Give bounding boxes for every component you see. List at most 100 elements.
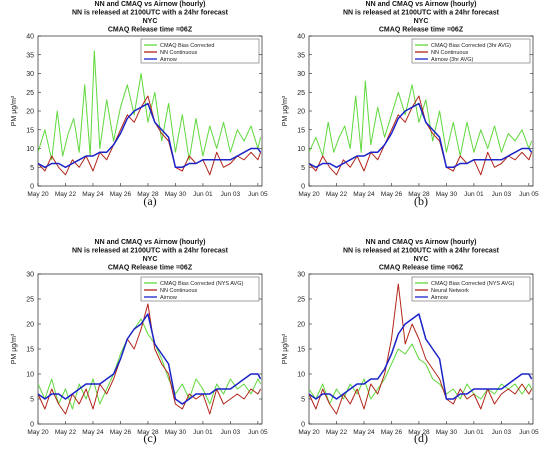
y-tick-label: 0	[30, 184, 34, 191]
x-tick-label: May 22	[55, 191, 77, 198]
legend-box	[411, 38, 531, 64]
series-line-nn	[309, 95, 533, 176]
y-axis-label: PM μg/m³	[282, 95, 289, 126]
y-axis-label: PM μg/m³	[11, 95, 18, 126]
y-tick-label: 20	[297, 109, 305, 116]
x-tick-label: May 28	[137, 429, 159, 436]
legend-box	[140, 38, 260, 64]
x-tick-label: May 24	[82, 191, 104, 198]
x-tick-label: May 28	[408, 429, 430, 436]
x-tick-label: May 20	[27, 429, 49, 436]
y-tick-label: 25	[26, 297, 34, 304]
x-tick-label: Jun 03	[492, 191, 512, 198]
legend-label: Airnow	[160, 57, 177, 63]
y-tick-label: 0	[30, 422, 34, 429]
series-line-airnow	[38, 313, 262, 405]
series-line-nn	[38, 95, 262, 176]
legend-label: CMAQ Bias Corrected (3hr AVG)	[431, 43, 511, 49]
series-line-cmaq	[38, 318, 262, 410]
x-tick-label: Jun 01	[464, 191, 484, 198]
chart-title-line: NN is released at 2100UTC with a 24hr fo…	[343, 248, 500, 255]
y-tick-label: 15	[26, 347, 34, 354]
legend-box	[411, 276, 531, 302]
legend-label: Airnow	[431, 295, 448, 301]
y-tick-label: 20	[26, 109, 34, 116]
x-tick-label: May 30	[165, 191, 187, 198]
x-tick-label: Jun 05	[248, 429, 268, 436]
x-tick-label: May 20	[27, 191, 49, 198]
y-tick-label: 5	[30, 397, 34, 404]
y-tick-label: 5	[301, 165, 305, 172]
chart-title-line: NN and CMAQ vs Airnow (hourly)	[95, 1, 206, 8]
x-tick-label: Jun 03	[221, 429, 241, 436]
legend-box	[140, 276, 260, 302]
panel-caption: (d)	[414, 431, 428, 445]
series-line-nn	[309, 283, 533, 415]
legend-label: NN Continuous	[160, 50, 198, 56]
chart-title-line: NN and CMAQ vs Airnow (hourly)	[366, 1, 477, 8]
y-tick-label: 25	[26, 90, 34, 97]
legend-label: CMAQ Bias Corrected (NYS AVG)	[431, 281, 515, 287]
x-tick-label: Jun 05	[519, 429, 539, 436]
y-tick-label: 30	[26, 71, 34, 78]
y-tick-label: 0	[301, 184, 305, 191]
y-tick-label: 35	[297, 52, 305, 59]
y-tick-label: 20	[297, 322, 305, 329]
legend-label: Airnow (3hr AVG)	[431, 57, 474, 63]
chart-panel-c: NN and CMAQ vs Airnow (hourly) NN is rele…	[11, 239, 268, 445]
chart-title-line: NN and CMAQ vs Airnow (hourly)	[366, 239, 477, 246]
chart-title-line: NYC	[414, 18, 429, 25]
series-line-airnow	[38, 102, 262, 169]
y-tick-label: 0	[301, 422, 305, 429]
legend-label: Neural Network	[431, 288, 469, 294]
y-tick-label: 15	[297, 127, 305, 134]
x-tick-label: May 28	[137, 191, 159, 198]
x-tick-label: May 26	[381, 191, 403, 198]
y-tick-label: 35	[26, 52, 34, 59]
x-tick-label: May 26	[381, 429, 403, 436]
chart-title-line: NYC	[414, 256, 429, 263]
legend-label: NN Continuous	[431, 50, 469, 56]
y-tick-label: 30	[297, 71, 305, 78]
y-tick-label: 30	[297, 272, 305, 279]
x-tick-label: Jun 03	[221, 191, 241, 198]
y-tick-label: 10	[26, 146, 34, 153]
x-tick-label: Jun 05	[248, 191, 268, 198]
chart-title-line: NN is released at 2100UTC with a 24hr fo…	[72, 10, 229, 17]
x-tick-label: Jun 03	[492, 429, 512, 436]
chart-panel-b: NN and CMAQ vs Airnow (hourly) NN is rele…	[282, 1, 539, 208]
chart-title-line: NN is released at 2100UTC with a 24hr fo…	[343, 10, 500, 17]
y-tick-label: 20	[26, 322, 34, 329]
x-tick-label: Jun 05	[519, 191, 539, 198]
chart-title-line: NN and CMAQ vs Airnow (hourly)	[95, 239, 206, 246]
y-tick-label: 5	[30, 165, 34, 172]
x-tick-label: Jun 01	[193, 429, 213, 436]
legend-label: CMAQ Bias Corrected (NYS AVG)	[160, 281, 244, 287]
chart-title-line: NYC	[143, 256, 158, 263]
x-tick-label: May 26	[110, 191, 132, 198]
y-tick-label: 40	[26, 34, 34, 41]
y-tick-label: 40	[297, 34, 305, 41]
x-tick-label: May 20	[298, 429, 320, 436]
y-tick-label: 10	[297, 146, 305, 153]
x-tick-label: May 30	[436, 429, 458, 436]
series-line-cmaq	[38, 50, 262, 161]
x-tick-label: May 22	[326, 191, 348, 198]
y-tick-label: 10	[297, 372, 305, 379]
x-tick-label: May 24	[353, 429, 375, 436]
x-tick-label: May 24	[82, 429, 104, 436]
y-tick-label: 15	[26, 127, 34, 134]
y-tick-label: 30	[26, 272, 34, 279]
y-axis-label: PM μg/m³	[282, 333, 289, 364]
x-tick-label: May 22	[326, 429, 348, 436]
x-tick-label: May 26	[110, 429, 132, 436]
panel-caption: (c)	[143, 431, 156, 445]
series-line-airnow	[309, 102, 533, 169]
x-tick-label: May 22	[55, 429, 77, 436]
legend-label: NN Continuous	[160, 288, 198, 294]
x-tick-label: May 20	[298, 191, 320, 198]
x-tick-label: Jun 01	[193, 191, 213, 198]
chart-title-line: CMAQ Release time =06Z	[108, 27, 193, 34]
y-tick-label: 25	[297, 90, 305, 97]
